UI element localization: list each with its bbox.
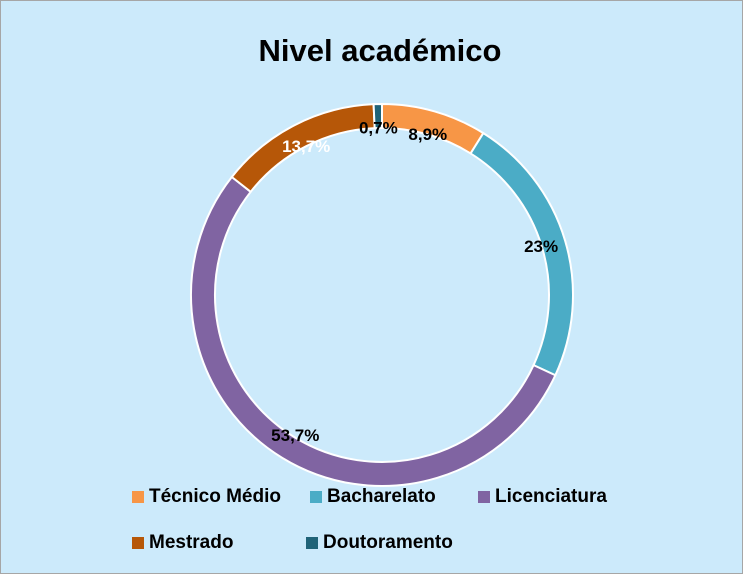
- data-label: 0,7%: [359, 119, 398, 138]
- legend-label: Doutoramento: [323, 532, 453, 553]
- data-label: 13,7%: [282, 137, 330, 156]
- legend-swatch: [478, 491, 490, 503]
- data-label: 23%: [524, 237, 558, 256]
- legend-label: Bacharelato: [327, 486, 436, 507]
- legend-label: Licenciatura: [495, 486, 607, 507]
- legend-swatch: [132, 491, 144, 503]
- legend-swatch: [310, 491, 322, 503]
- data-label: 8,9%: [408, 125, 447, 144]
- donut-segment: [372, 102, 383, 130]
- legend-swatch: [306, 537, 318, 549]
- legend-swatch: [132, 537, 144, 549]
- data-label: 53,7%: [271, 426, 319, 445]
- chart-title: Nivel académico: [259, 33, 502, 68]
- legend-label: Mestrado: [149, 532, 233, 553]
- legend-label: Técnico Médio: [149, 486, 281, 507]
